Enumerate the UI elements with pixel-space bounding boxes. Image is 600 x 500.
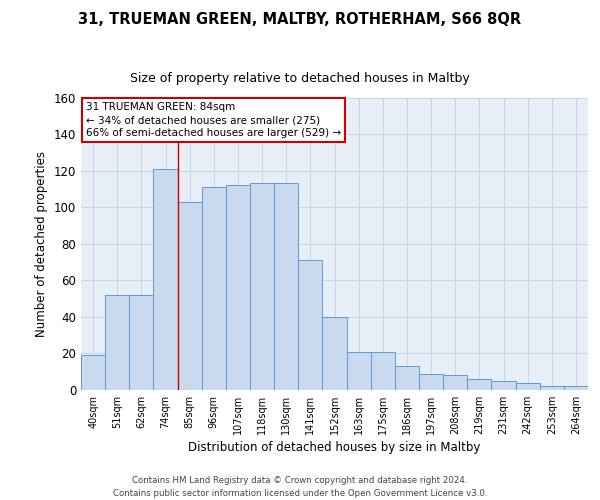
- Bar: [105, 295, 129, 390]
- X-axis label: Distribution of detached houses by size in Maltby: Distribution of detached houses by size …: [188, 441, 481, 454]
- Bar: [467, 379, 491, 390]
- Bar: [129, 295, 154, 390]
- Bar: [371, 352, 395, 390]
- Bar: [443, 376, 467, 390]
- Bar: [564, 386, 588, 390]
- Bar: [274, 184, 298, 390]
- Bar: [178, 202, 202, 390]
- Y-axis label: Number of detached properties: Number of detached properties: [35, 151, 48, 337]
- Bar: [540, 386, 564, 390]
- Bar: [515, 382, 540, 390]
- Text: Contains HM Land Registry data © Crown copyright and database right 2024.
Contai: Contains HM Land Registry data © Crown c…: [113, 476, 487, 498]
- Bar: [322, 317, 347, 390]
- Text: 31 TRUEMAN GREEN: 84sqm
← 34% of detached houses are smaller (275)
66% of semi-d: 31 TRUEMAN GREEN: 84sqm ← 34% of detache…: [86, 102, 341, 139]
- Bar: [491, 381, 515, 390]
- Bar: [81, 356, 105, 390]
- Text: 31, TRUEMAN GREEN, MALTBY, ROTHERHAM, S66 8QR: 31, TRUEMAN GREEN, MALTBY, ROTHERHAM, S6…: [79, 12, 521, 28]
- Bar: [298, 260, 322, 390]
- Text: Size of property relative to detached houses in Maltby: Size of property relative to detached ho…: [130, 72, 470, 85]
- Bar: [250, 184, 274, 390]
- Bar: [226, 185, 250, 390]
- Bar: [202, 187, 226, 390]
- Bar: [419, 374, 443, 390]
- Bar: [154, 169, 178, 390]
- Bar: [347, 352, 371, 390]
- Bar: [395, 366, 419, 390]
